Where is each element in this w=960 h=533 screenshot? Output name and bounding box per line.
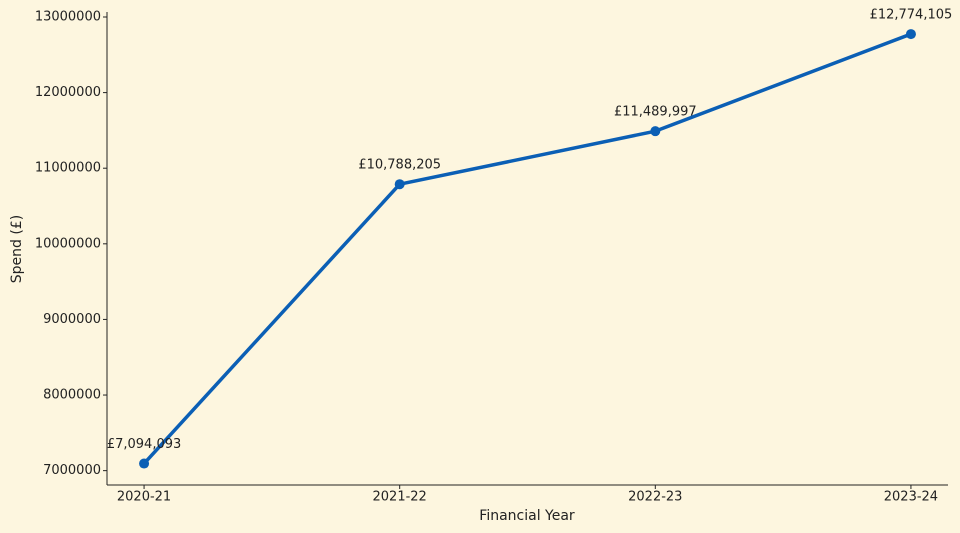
y-tick-label: 13000000: [35, 9, 101, 24]
y-tick-label: 8000000: [43, 388, 101, 403]
x-tick-label: 2020-21: [117, 490, 171, 505]
data-point: [650, 126, 661, 137]
data-point: [394, 179, 405, 190]
y-tick-label: 9000000: [43, 312, 101, 327]
y-tick-label: 11000000: [35, 161, 101, 176]
y-tick-label: 7000000: [43, 463, 101, 478]
y-tick-label: 12000000: [35, 85, 101, 100]
y-axis-title: Spend (£): [9, 215, 25, 283]
x-axis-title: Financial Year: [479, 508, 575, 524]
y-tick-label: 10000000: [35, 236, 101, 251]
data-line: [142, 32, 912, 465]
x-tick-label: 2023-24: [884, 490, 938, 505]
x-tick-label: 2021-22: [373, 490, 427, 505]
x-tick-label: 2022-23: [628, 490, 682, 505]
value-label: £12,774,105: [870, 8, 953, 23]
value-label: £10,788,205: [358, 158, 441, 173]
data-point: [905, 29, 916, 40]
value-label: £11,489,997: [614, 105, 697, 120]
value-label: £7,094,093: [107, 437, 181, 452]
data-point: [139, 458, 150, 469]
